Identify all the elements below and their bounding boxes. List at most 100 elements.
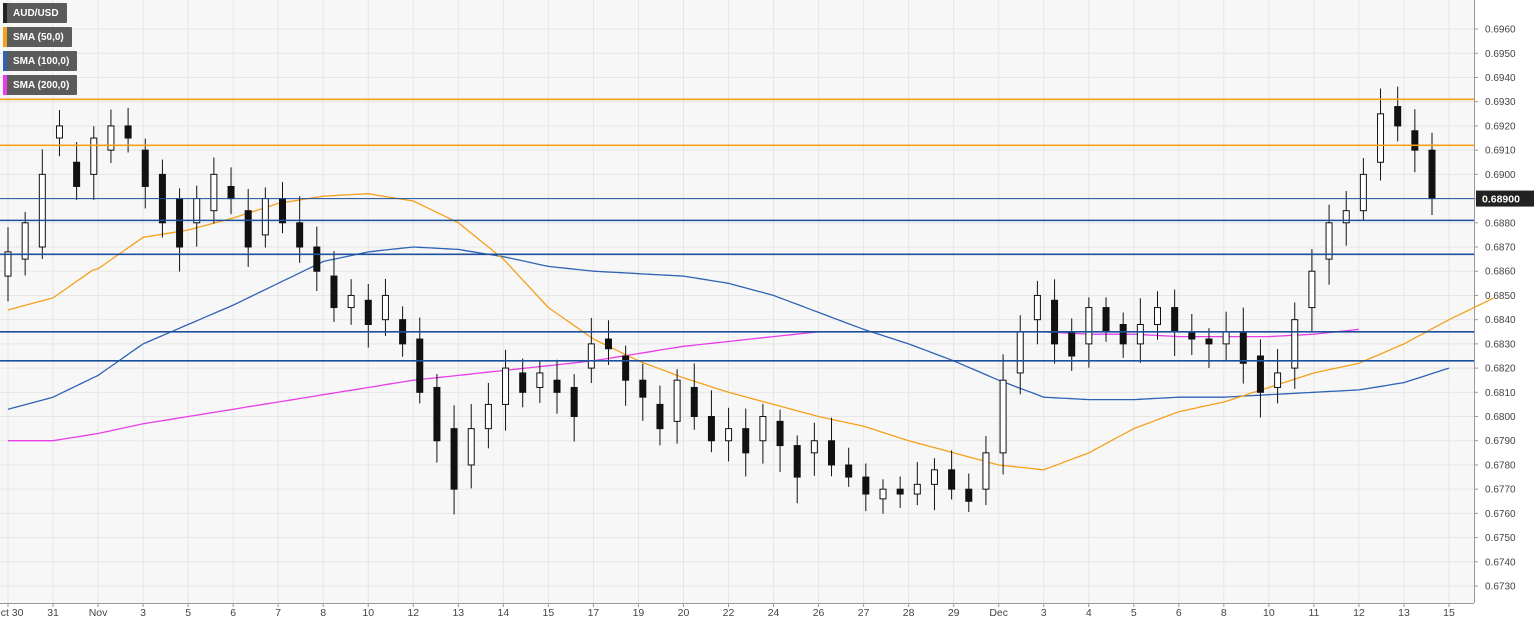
candle-body [141,149,149,187]
x-tick-label: 5 [1131,607,1137,619]
candle-body [725,428,733,442]
y-tick-label: 0.6740 [1485,557,1516,568]
candle-body [913,483,921,495]
candle-body [1411,130,1419,151]
y-tick-label: 0.6790 [1485,436,1516,447]
x-tick-label: 13 [1398,607,1410,619]
candle-body [193,198,201,224]
candle-body [707,416,715,442]
candle-body [330,275,338,309]
candle-body [587,343,595,369]
legend-label: AUD/USD [13,7,59,19]
candle-body [1051,299,1059,345]
candle-body [965,488,973,502]
candle-body [1085,307,1093,345]
candle-body [1205,338,1213,345]
legend-label: SMA (200,0) [13,79,70,91]
current-price-tag [1476,190,1534,207]
x-tick-label: 27 [858,607,870,619]
y-tick-label: 0.6780 [1485,460,1516,471]
y-tick-label: 0.6860 [1485,267,1516,278]
candle-body [467,428,475,466]
legend-swatch [3,27,7,47]
legend-item-audusd[interactable]: AUD/USD [3,3,67,23]
candle-body [776,420,784,447]
x-tick-label: 20 [678,607,690,619]
candle-body [828,440,836,466]
x-tick-label: 28 [903,607,915,619]
y-tick-label: 0.6870 [1485,243,1516,254]
candle-body [845,464,853,478]
candle-body [1342,210,1350,224]
candle-body [604,338,612,350]
legend-swatch [3,51,7,71]
x-tick-label: 8 [1221,607,1227,619]
y-tick-label: 0.6930 [1485,97,1516,108]
x-tick-label: 15 [543,607,555,619]
legend-swatch [3,3,7,23]
current-price-label: 0.68900 [1482,194,1520,206]
candle-body [433,386,441,442]
legend-item-sma200[interactable]: SMA (200,0) [3,75,78,95]
candle-body [1068,331,1076,357]
x-tick-label: 10 [362,607,374,619]
x-tick-label: 24 [768,607,780,619]
candle-body [622,355,630,381]
legend-item-sma50[interactable]: SMA (50,0) [3,27,72,47]
candle-body [107,125,115,151]
candle-body [4,251,12,277]
y-tick-label: 0.6880 [1485,218,1516,229]
candle-body [690,386,698,418]
candle-body [862,476,870,495]
candle-body [1291,319,1299,369]
x-tick-label: 12 [407,607,419,619]
y-tick-label: 0.6820 [1485,364,1516,375]
candle-body [450,428,458,490]
sma-50-line [7,193,1495,471]
y-tick-label: 0.6730 [1485,582,1516,593]
candle-body [124,125,132,139]
y-tick-label: 0.6960 [1485,25,1516,36]
sma-200-line [8,328,1359,442]
candle-body [1274,372,1282,388]
candle-body [742,428,750,454]
candle-body [1136,324,1144,345]
x-tick-label: Nov [89,607,108,619]
candle-body [1256,355,1264,393]
legend-label: SMA (100,0) [13,55,70,67]
time-axis-background [0,603,1474,625]
x-tick-label: 17 [588,607,600,619]
candle-body [38,173,46,248]
y-tick-label: 0.6850 [1485,291,1516,302]
y-tick-label: 0.6760 [1485,509,1516,520]
y-tick-label: 0.6840 [1485,315,1516,326]
candle-body [227,185,235,200]
candles-group [4,86,1436,515]
sma-100-line [7,246,1450,410]
candle-body [673,379,681,422]
candle-body [1119,324,1127,345]
candle-body [1102,307,1110,333]
candle-body [1222,331,1230,345]
candle-body [364,299,372,326]
candle-body [261,198,269,236]
candle-body [879,488,887,500]
y-tick-label: 0.6800 [1485,412,1516,423]
candle-body [1188,331,1196,340]
candle-body [999,379,1007,454]
candle-body [279,198,287,224]
candle-body [1428,149,1436,200]
x-tick-label: 29 [948,607,960,619]
x-tick-label: 14 [498,607,510,619]
candle-body [570,386,578,418]
candle-body [519,372,527,393]
candle-body [1359,173,1367,212]
legend-item-sma100[interactable]: SMA (100,0) [3,51,78,71]
candle-body [1377,113,1385,163]
candle-body [210,173,218,212]
x-tick-label: 26 [813,607,825,619]
candle-body [1153,307,1161,326]
candle-body [1394,106,1402,127]
candle-body [73,161,81,187]
